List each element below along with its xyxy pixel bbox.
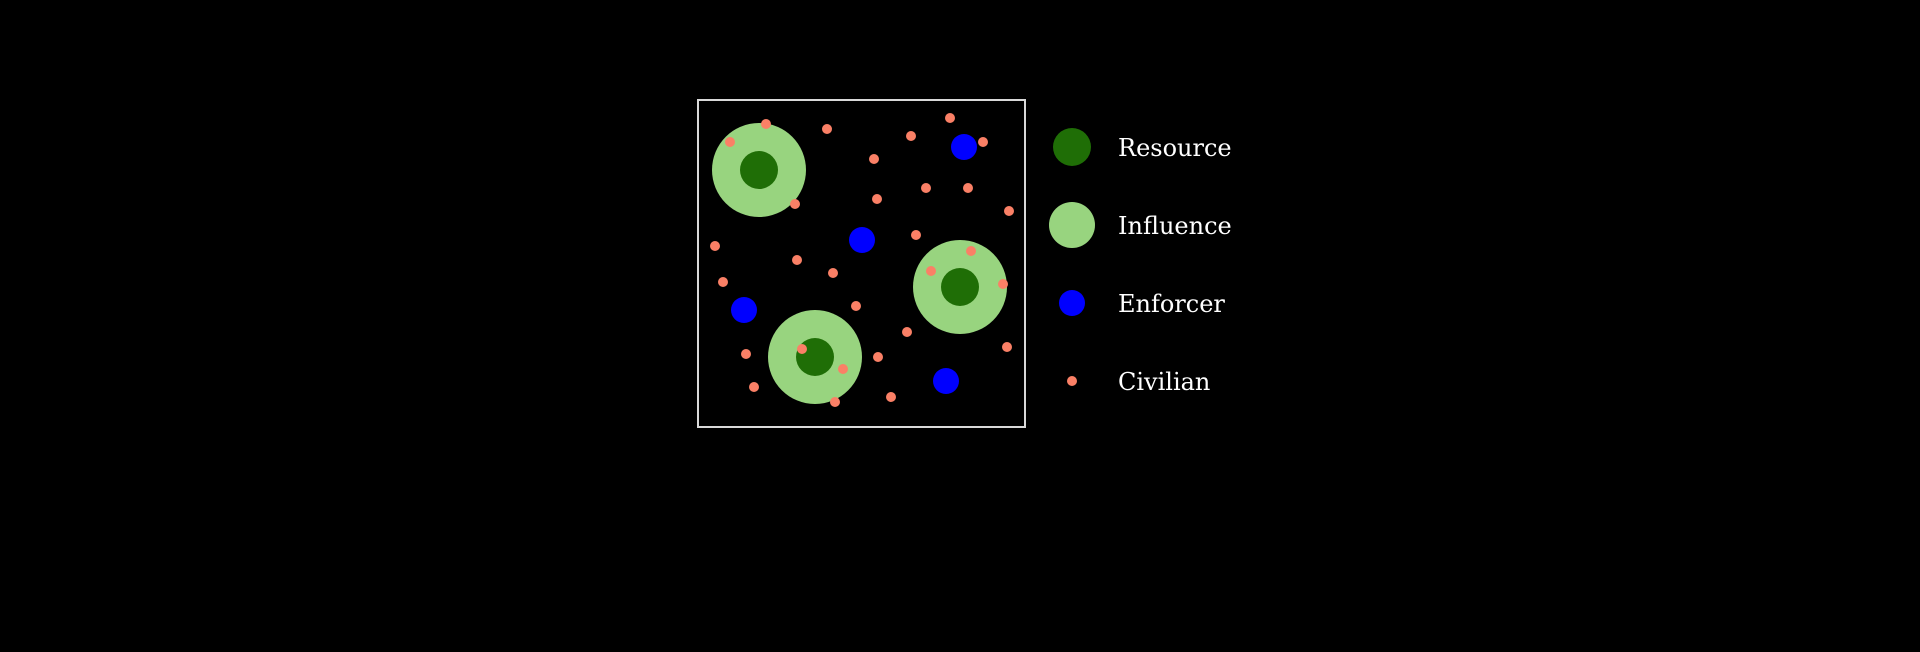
enforcer-agent <box>731 297 757 323</box>
civilian-swatch <box>1067 376 1077 386</box>
civilian-agent <box>718 277 728 287</box>
legend-item-influence: Influence <box>1049 202 1232 248</box>
civilian-agent <box>869 154 879 164</box>
enforcer-agent <box>951 134 977 160</box>
civilian-agent <box>872 194 882 204</box>
civilian-agent <box>998 279 1008 289</box>
resource-node <box>941 268 979 306</box>
civilian-agent <box>921 183 931 193</box>
civilian-agent <box>902 327 912 337</box>
legend: Resource Influence Enforcer Civilian <box>1049 128 1232 396</box>
civilian-agent <box>828 268 838 278</box>
civilian-agent <box>851 301 861 311</box>
civilian-agent <box>797 344 807 354</box>
civilian-agent <box>790 199 800 209</box>
civilian-agent <box>978 137 988 147</box>
civilian-agent <box>838 364 848 374</box>
civilian-group <box>710 113 1014 407</box>
resource-node <box>740 151 778 189</box>
legend-item-enforcer: Enforcer <box>1059 290 1225 318</box>
enforcer-agent <box>849 227 875 253</box>
civilian-agent <box>761 119 771 129</box>
civilian-agent <box>1004 206 1014 216</box>
civilian-agent <box>741 349 751 359</box>
legend-item-resource: Resource <box>1053 128 1232 166</box>
enforcer-swatch <box>1059 290 1085 316</box>
legend-label-enforcer: Enforcer <box>1118 290 1225 318</box>
civilian-agent <box>830 397 840 407</box>
legend-label-civilian: Civilian <box>1118 368 1210 396</box>
civilian-agent <box>749 382 759 392</box>
civilian-agent <box>945 113 955 123</box>
influence-swatch <box>1049 202 1095 248</box>
civilian-agent <box>906 131 916 141</box>
legend-item-civilian: Civilian <box>1067 368 1210 396</box>
civilian-agent <box>886 392 896 402</box>
civilian-agent <box>926 266 936 276</box>
enforcer-agent <box>933 368 959 394</box>
civilian-agent <box>911 230 921 240</box>
civilian-agent <box>822 124 832 134</box>
civilian-agent <box>966 246 976 256</box>
civilian-agent <box>725 137 735 147</box>
resource-swatch <box>1053 128 1091 166</box>
legend-label-influence: Influence <box>1118 212 1232 240</box>
civilian-agent <box>792 255 802 265</box>
civilian-agent <box>710 241 720 251</box>
civilian-agent <box>963 183 973 193</box>
resource-node <box>796 338 834 376</box>
legend-label-resource: Resource <box>1118 134 1232 162</box>
civilian-agent <box>1002 342 1012 352</box>
arena <box>697 99 1026 428</box>
civilian-agent <box>873 352 883 362</box>
